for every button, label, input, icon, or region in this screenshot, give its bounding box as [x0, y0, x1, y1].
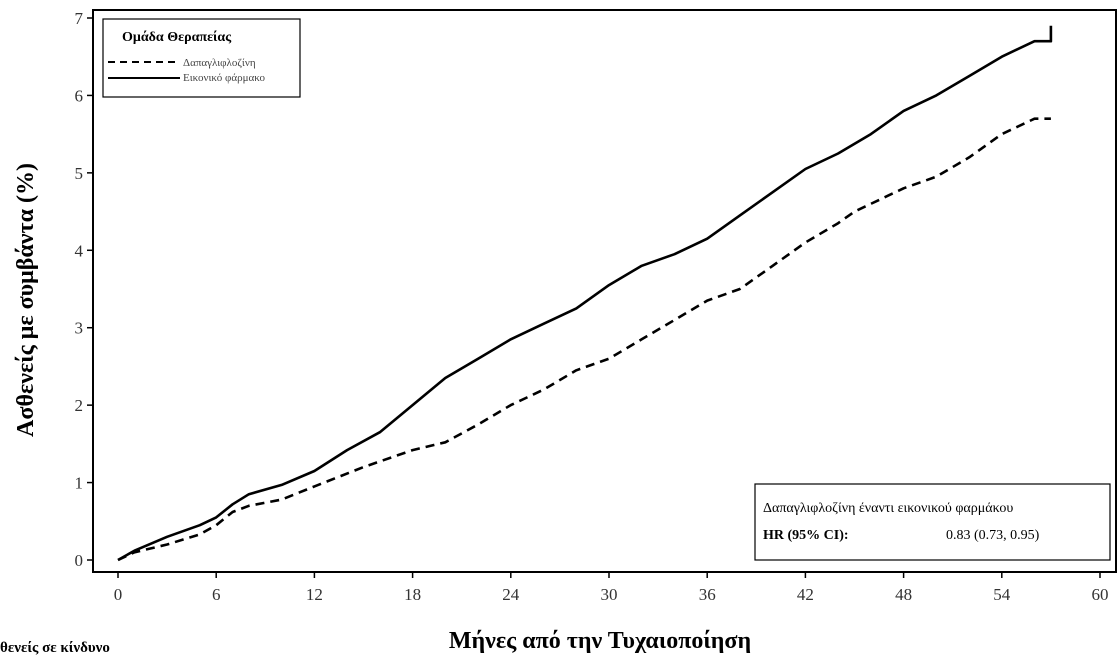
y-tick-label: 6: [75, 86, 84, 105]
x-tick-label: 6: [212, 585, 221, 604]
legend-item-dapagliflozin: Δαπαγλιφλοζίνη: [183, 57, 256, 69]
hazard-ratio-box: Δαπαγλιφλοζίνη έναντι εικονικού φαρμάκου…: [754, 483, 1111, 561]
series-placebo-line: [117, 25, 1053, 562]
x-tick-label: 24: [502, 585, 520, 604]
x-axis-ticks: 0 6 12 18 24 30 36 42 48 54 60: [114, 572, 1109, 604]
y-axis-ticks: 0 1 2 3 4 5 6 7: [75, 9, 93, 570]
x-tick-label: 36: [699, 585, 716, 604]
series-layer: [117, 25, 1053, 562]
y-tick-label: 7: [75, 9, 84, 28]
hr-value: 0.83 (0.73, 0.95): [946, 528, 1040, 543]
y-tick-label: 1: [75, 474, 84, 493]
x-axis-title: Μήνες από την Τυχαιοποίηση: [449, 628, 751, 654]
legend-box: [102, 18, 301, 98]
series-dapagliflozin-line: [117, 117, 1051, 562]
y-tick-label: 3: [75, 319, 84, 338]
y-tick-label: 4: [75, 241, 84, 260]
x-tick-label: 60: [1092, 585, 1109, 604]
x-tick-label: 48: [895, 585, 912, 604]
x-tick-label: 18: [404, 585, 421, 604]
at-risk-label: θενείς σε κίνδυνο: [0, 640, 110, 656]
hr-label: HR (95% CI):: [763, 528, 849, 543]
plot-frame: [92, 9, 1117, 573]
legend-item-placebo: Εικονικό φάρμακο: [183, 72, 266, 84]
legend: Ομάδα Θεραπείας Δαπαγλιφλοζίνη Εικονικό …: [102, 18, 301, 98]
x-tick-label: 42: [797, 585, 814, 604]
y-tick-label: 5: [75, 164, 84, 183]
hr-box-title: Δαπαγλιφλοζίνη έναντι εικονικού φαρμάκου: [763, 501, 1013, 516]
y-tick-label: 0: [75, 551, 84, 570]
hr-box-frame: [754, 483, 1111, 561]
x-tick-label: 30: [601, 585, 618, 604]
y-tick-label: 2: [75, 396, 84, 415]
x-tick-label: 0: [114, 585, 123, 604]
x-tick-label: 12: [306, 585, 323, 604]
legend-title: Ομάδα Θεραπείας: [122, 30, 232, 45]
y-axis-title: Ασθενείς με συμβάντα (%): [13, 163, 39, 437]
x-tick-label: 54: [993, 585, 1011, 604]
